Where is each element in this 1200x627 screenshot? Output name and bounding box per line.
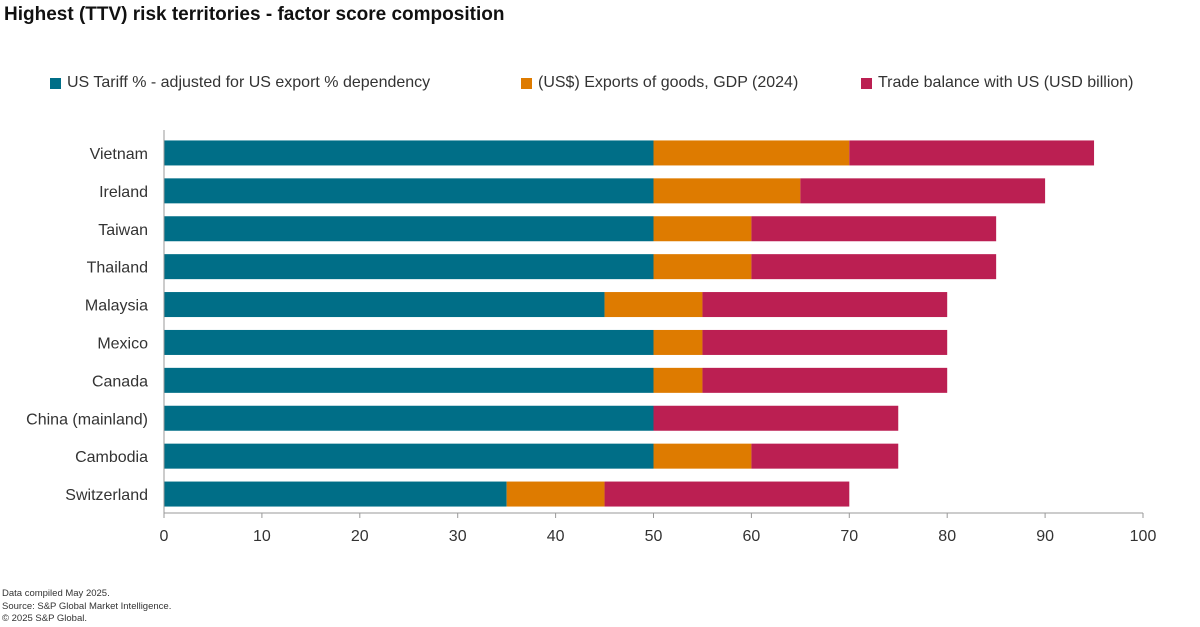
x-tick-label: 30 (449, 528, 467, 545)
footnote-compiled: Data compiled May 2025. (2, 588, 110, 599)
legend-label-exports: (US$) Exports of goods, GDP (2024) (538, 74, 799, 91)
bar-segment-malaysia-series-2 (702, 292, 948, 318)
bar-segment-taiwan-series-2 (751, 216, 997, 242)
x-tick-label: 90 (1036, 528, 1054, 545)
legend-label-trade-balance: Trade balance with US (USD billion) (878, 74, 1134, 91)
bar-segment-canada-series-2 (702, 367, 948, 393)
bar-segment-china-mainland--series-0 (164, 405, 654, 431)
legend-swatch-tariff (50, 77, 61, 89)
bar-segment-mexico-series-2 (702, 329, 948, 355)
footnote-source: Source: S&P Global Market Intelligence. (2, 600, 172, 612)
bar-segment-mexico-series-1 (653, 329, 703, 355)
chart-title: Highest (TTV) risk territories - factor … (4, 4, 505, 25)
category-label: Taiwan (98, 222, 148, 239)
bar-segment-canada-series-0 (164, 367, 654, 393)
legend-item-tariff: US Tariff % - adjusted for US export % d… (50, 74, 430, 92)
legend-swatch-exports (521, 77, 532, 89)
category-label: Ireland (99, 184, 148, 201)
x-axis-group: 0 10 20 30 40 50 60 70 80 90 100 (160, 130, 1157, 545)
x-tick-label: 60 (743, 528, 761, 545)
bar-segment-thailand-series-0 (164, 254, 654, 280)
bar-segment-ireland-series-0 (164, 178, 654, 204)
bar-segment-cambodia-series-0 (164, 443, 654, 469)
bar-segment-switzerland-series-2 (604, 481, 850, 507)
bar-segment-vietnam-series-0 (164, 140, 654, 166)
bar-segment-taiwan-series-1 (653, 216, 752, 242)
category-label: Malaysia (85, 298, 148, 315)
category-label: Thailand (87, 260, 148, 277)
x-tick-label: 40 (547, 528, 565, 545)
bar-segment-mexico-series-0 (164, 329, 654, 355)
x-tick-label: 70 (840, 528, 858, 545)
bar-segment-ireland-series-1 (653, 178, 801, 204)
bar-segment-cambodia-series-2 (751, 443, 899, 469)
category-label: Vietnam (90, 146, 148, 163)
bar-segment-vietnam-series-1 (653, 140, 850, 166)
footnote-copyright: © 2025 S&P Global. (2, 613, 87, 624)
category-label: Cambodia (75, 449, 148, 466)
category-label: Switzerland (65, 487, 148, 504)
x-tick-label: 0 (160, 528, 169, 545)
x-tick-label: 50 (645, 528, 663, 545)
bars-group (164, 140, 1095, 507)
footnotes: Data compiled May 2025. Source: S&P Glob… (2, 588, 171, 626)
bar-segment-vietnam-series-2 (849, 140, 1095, 166)
bar-segment-china-mainland--series-2 (653, 405, 899, 431)
bar-segment-switzerland-series-1 (506, 481, 605, 507)
legend-item-exports: (US$) Exports of goods, GDP (2024) (521, 74, 798, 92)
category-labels-group: Vietnam Ireland Taiwan Thailand Malaysia Mexi… (26, 146, 148, 504)
bar-segment-cambodia-series-1 (653, 443, 752, 469)
bar-segment-thailand-series-2 (751, 254, 997, 280)
category-label: Mexico (97, 335, 148, 352)
x-tick-label: 100 (1130, 528, 1157, 545)
bar-segment-canada-series-1 (653, 367, 703, 393)
bar-segment-taiwan-series-0 (164, 216, 654, 242)
legend-label-tariff: US Tariff % - adjusted for US export % d… (67, 74, 431, 91)
bar-segment-ireland-series-2 (800, 178, 1046, 204)
bar-segment-malaysia-series-0 (164, 292, 605, 318)
bar-segment-malaysia-series-1 (604, 292, 703, 318)
bar-segment-thailand-series-1 (653, 254, 752, 280)
x-tick-label: 10 (253, 528, 271, 545)
legend-item-trade-balance: Trade balance with US (USD billion) (861, 74, 1134, 92)
x-tick-label: 20 (351, 528, 369, 545)
category-label: China (mainland) (26, 411, 148, 428)
legend: US Tariff % - adjusted for US export % d… (0, 74, 1200, 98)
x-tick-label: 80 (938, 528, 956, 545)
legend-swatch-trade-balance (861, 77, 872, 89)
category-label: Canada (92, 373, 148, 390)
bar-segment-switzerland-series-0 (164, 481, 507, 507)
